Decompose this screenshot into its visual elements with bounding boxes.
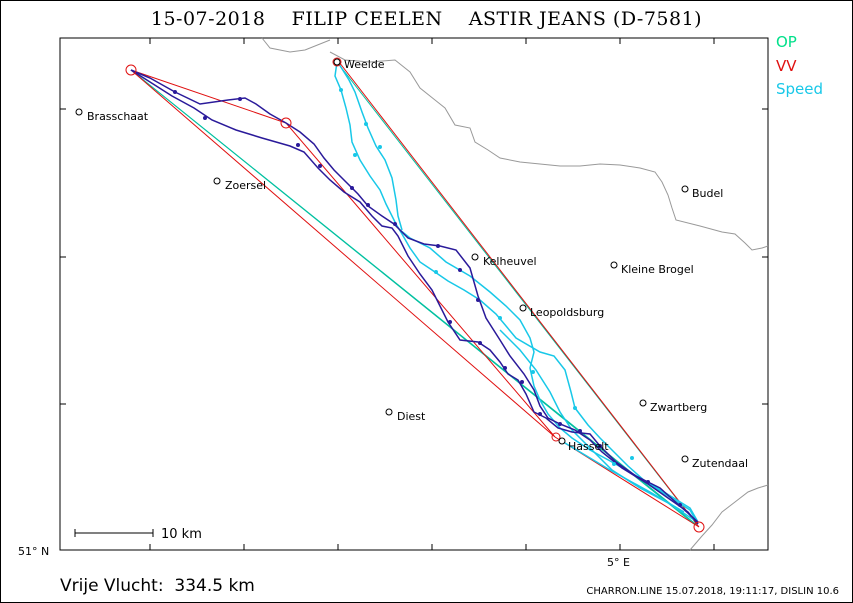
distance-label: Vrije Vlucht: 334.5 km: [60, 576, 255, 596]
turnpoint-weelde: [332, 57, 342, 67]
track-markers: [173, 90, 682, 507]
vv-triangle: [130, 61, 700, 528]
town-hasselt: Hasselt: [568, 440, 609, 453]
speed-markers: [339, 88, 634, 466]
axis-ticks: [60, 38, 768, 551]
border-lines: [261, 37, 769, 551]
town-kleine-brogel: Kleine Brogel: [621, 263, 694, 276]
flight-title: 15-07-2018 FILIP CEELEN ASTIR JEANS (D-7…: [150, 8, 703, 30]
town-markers: [75, 58, 689, 463]
town-kelheuvel: Kelheuvel: [483, 255, 537, 268]
turnpoint-hasselt: [551, 432, 561, 442]
turnpoint-2: [280, 117, 292, 129]
footer-info: CHARRON.LINE 15.07.2018, 19:11:17, DISLI…: [586, 586, 839, 597]
town-zutendaal: Zutendaal: [692, 457, 748, 470]
op-lines: [130, 61, 699, 527]
town-leopoldsburg: Leopoldsburg: [530, 306, 604, 319]
lon-label: 5° E: [607, 556, 630, 569]
scale-label: 10 km: [161, 527, 202, 542]
legend-vv: VV: [776, 57, 797, 75]
legend-op: OP: [776, 33, 797, 51]
turnpoint-start: [125, 64, 137, 76]
town-zwartberg: Zwartberg: [650, 401, 707, 414]
legend-speed: Speed: [776, 80, 824, 98]
town-brasschaat: Brasschaat: [87, 110, 149, 123]
town-weelde: Weelde: [344, 58, 385, 71]
town-diest: Diest: [397, 410, 426, 423]
flight-track: [130, 69, 699, 525]
plot-area: [59, 37, 769, 551]
town-zoersel: Zoersel: [225, 179, 266, 192]
town-budel: Budel: [692, 187, 723, 200]
turnpoint-finish: [693, 521, 705, 533]
lat-label: 51° N: [18, 545, 49, 558]
turnpoints: [125, 57, 705, 533]
scale-bar: [74, 529, 154, 537]
